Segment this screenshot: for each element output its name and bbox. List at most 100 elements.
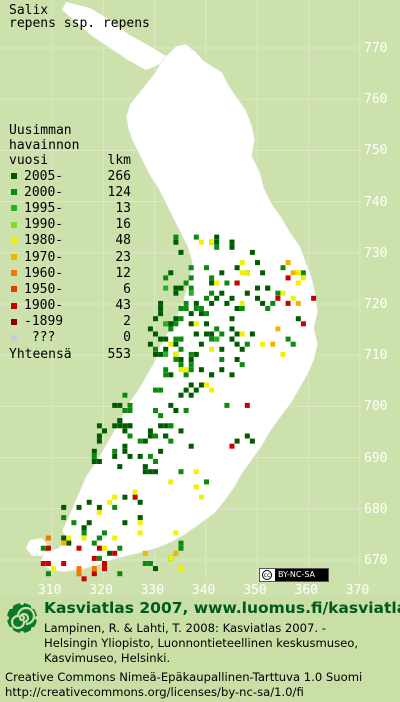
record-square <box>178 545 184 551</box>
record-square <box>178 540 184 546</box>
y-axis-label: 730 <box>364 245 388 261</box>
record-square <box>209 387 215 393</box>
record-square <box>249 249 255 255</box>
record-square <box>249 438 255 444</box>
record-square <box>168 423 174 429</box>
record-square <box>117 571 123 577</box>
record-square <box>168 372 174 378</box>
record-square <box>193 484 199 490</box>
x-axis-label: 310 <box>38 583 62 598</box>
record-square <box>229 336 235 342</box>
record-square <box>81 535 87 541</box>
spiral-flower-icon <box>6 601 38 635</box>
record-square <box>219 331 225 337</box>
record-square <box>158 311 164 317</box>
record-square <box>163 346 169 352</box>
record-square <box>229 316 235 322</box>
record-square <box>188 392 194 398</box>
cc-license-badge[interactable]: cc BY-NC-SA <box>259 568 329 582</box>
record-square <box>91 453 97 459</box>
record-square <box>290 341 296 347</box>
record-square <box>188 311 194 317</box>
record-square <box>244 402 250 408</box>
record-square <box>153 316 158 322</box>
legend-period: 1990- <box>24 217 64 233</box>
legend-swatch <box>11 286 17 293</box>
record-square <box>142 438 148 444</box>
legend-period: 1980- <box>24 233 64 249</box>
record-square <box>255 295 260 301</box>
y-axis-label: 710 <box>364 348 388 364</box>
record-square <box>224 402 230 408</box>
record-square <box>234 357 240 362</box>
record-square <box>91 448 97 454</box>
license-url-link[interactable]: http://creativecommons.org/licenses/by-n… <box>5 685 304 699</box>
record-square <box>168 270 174 276</box>
record-square <box>137 530 143 536</box>
record-square <box>204 265 209 271</box>
record-square <box>244 290 250 296</box>
record-square <box>86 520 92 526</box>
record-square <box>173 321 179 327</box>
record-square <box>178 428 184 434</box>
record-square <box>214 239 220 245</box>
record-square <box>219 290 225 296</box>
finland-outline <box>39 43 319 573</box>
record-square <box>112 402 118 408</box>
record-square <box>158 336 164 342</box>
record-square <box>91 571 97 577</box>
record-square <box>214 336 220 342</box>
site-title-link[interactable]: Kasviatlas 2007, www.luomus.fi/kasviatla… <box>44 599 400 617</box>
record-square <box>122 443 128 449</box>
record-square <box>163 336 169 342</box>
record-square <box>142 464 148 470</box>
record-square <box>214 244 220 250</box>
record-square <box>209 239 215 245</box>
y-axis-label: 770 <box>364 41 388 56</box>
legend-heading-vuosi: vuosi <box>9 153 49 168</box>
record-square <box>127 433 133 439</box>
legend-count: 266 <box>107 168 131 184</box>
record-square <box>163 372 169 378</box>
record-square <box>168 326 174 332</box>
x-axis-label: 370 <box>345 583 370 598</box>
record-square <box>96 545 102 551</box>
legend-row: -1899 2 <box>9 314 131 330</box>
record-square <box>147 469 153 475</box>
northwest-arm <box>62 2 166 70</box>
record-square <box>285 336 291 342</box>
record-square <box>61 535 67 541</box>
legend-count: 43 <box>115 298 131 314</box>
record-square <box>178 336 184 342</box>
record-square <box>112 448 118 454</box>
record-square <box>173 285 179 291</box>
record-square <box>214 280 220 286</box>
record-square <box>290 295 296 301</box>
legend-count: 124 <box>107 184 131 200</box>
record-square <box>91 566 97 572</box>
record-square <box>66 540 72 546</box>
record-square <box>178 306 184 311</box>
record-square <box>112 504 118 510</box>
record-square <box>219 346 225 352</box>
record-square <box>112 453 118 459</box>
legend-row: 1990- 16 <box>9 217 131 233</box>
record-square <box>295 270 301 276</box>
record-square <box>193 351 199 357</box>
record-square <box>209 275 215 281</box>
record-square <box>183 280 189 286</box>
record-square <box>132 494 138 500</box>
record-square <box>234 265 240 271</box>
record-square <box>234 280 240 286</box>
record-square <box>61 540 67 546</box>
legend-row: ??? 0 <box>9 330 131 346</box>
record-square <box>96 535 102 541</box>
record-square <box>112 494 118 500</box>
record-square <box>183 372 189 378</box>
record-square <box>193 306 199 311</box>
record-square <box>173 341 179 347</box>
record-square <box>311 295 317 301</box>
record-square <box>71 520 77 526</box>
record-square <box>183 306 189 311</box>
record-square <box>209 372 215 378</box>
